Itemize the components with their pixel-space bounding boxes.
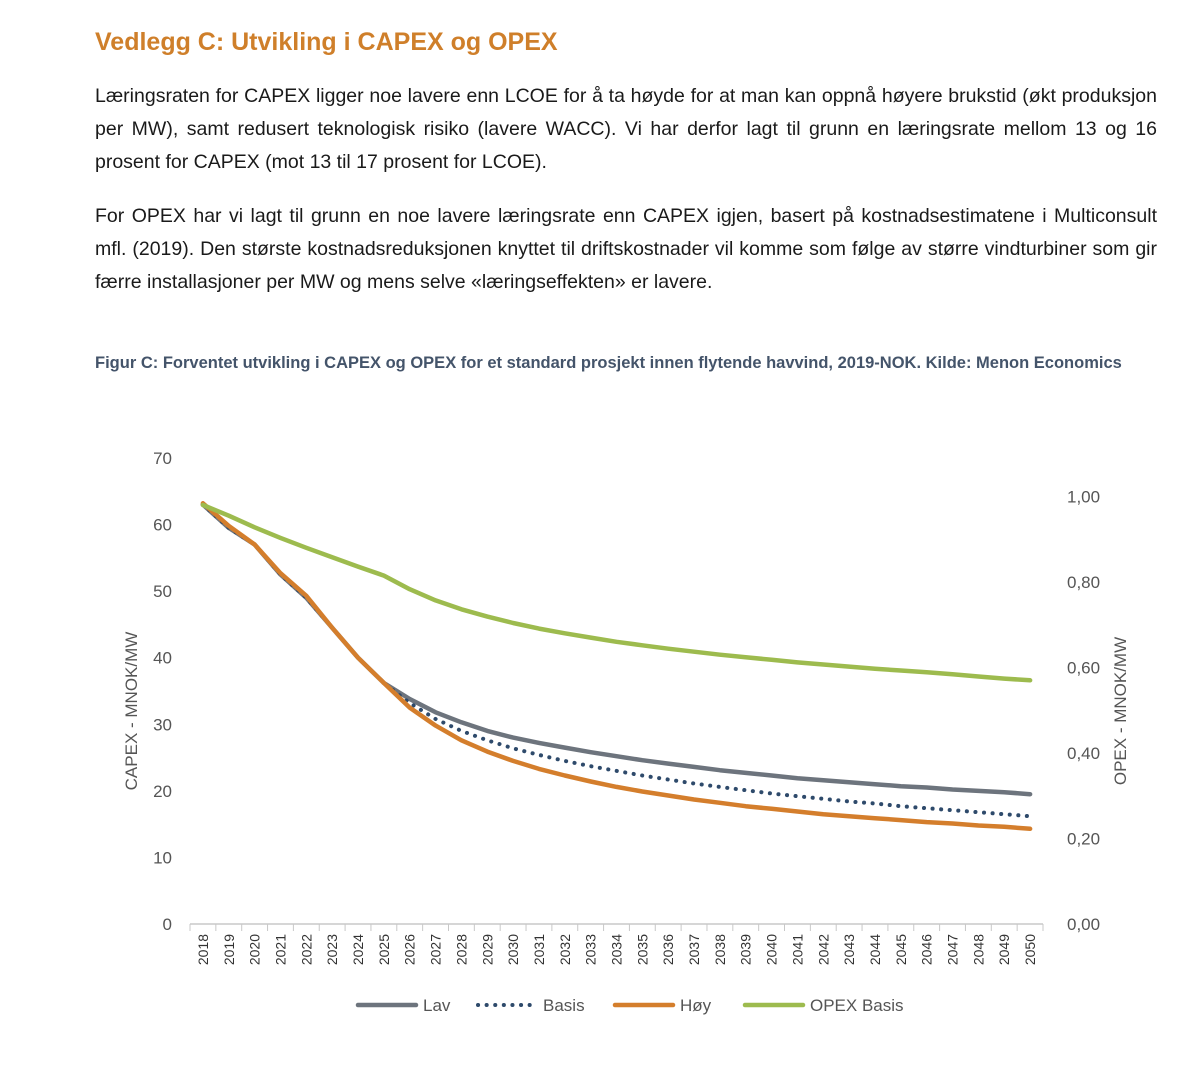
x-tick-label: 2050: [1022, 934, 1038, 965]
x-tick-label: 2027: [428, 934, 444, 965]
x-tick-label: 2020: [247, 934, 263, 965]
y-left-tick-label: 50: [153, 582, 172, 601]
chart-labels: 2018 2019 2020 2021 2022 2023 2024 2025 2026 2027…: [122, 449, 1130, 965]
x-tick-label: 2044: [867, 934, 883, 965]
y-left-tick-label: 60: [153, 516, 172, 535]
x-tick-label: 2018: [195, 934, 211, 965]
y-left-tick-label: 30: [153, 715, 172, 734]
y-left-tick-label: 0: [163, 915, 172, 934]
x-tick-label: 2021: [272, 934, 288, 965]
y-right-axis-title: OPEX - MNOK/MW: [1111, 637, 1130, 785]
x-tick-label: 2045: [893, 934, 909, 965]
x-tick-label: 2036: [660, 934, 676, 965]
legend-label: OPEX Basis: [810, 996, 904, 1015]
x-tick-label: 2043: [841, 934, 857, 965]
x-tick-label: 2026: [402, 934, 418, 965]
y-right-tick-label: 1,00: [1067, 487, 1100, 506]
x-tick-label: 2025: [376, 934, 392, 965]
x-tick-label: 2049: [996, 934, 1012, 965]
x-tick-label: 2039: [738, 934, 754, 965]
chart-legend: Lav Basis Høy OPEX Basis: [355, 996, 904, 1015]
y-right-tick-label: 0,00: [1067, 915, 1100, 934]
x-tick-label: 2024: [350, 934, 366, 965]
x-tick-label: 2032: [557, 934, 573, 965]
series-line-opex-basis: [200, 502, 1033, 683]
x-tick-label: 2047: [945, 934, 961, 965]
y-right-tick-label: 0,40: [1067, 744, 1100, 763]
y-left-tick-label: 40: [153, 649, 172, 668]
paragraph-capex: Læringsraten for CAPEX ligger noe lavere…: [95, 85, 1157, 173]
x-tick-label: 2035: [634, 934, 650, 965]
x-tick-label: 2048: [970, 934, 986, 965]
x-tick-label: 2029: [479, 934, 495, 965]
figure-caption: Figur C: Forventet utvikling i CAPEX og …: [95, 354, 1122, 372]
y-left-tick-label: 10: [153, 848, 172, 867]
x-tick-label: 2037: [686, 934, 702, 965]
x-tick-label: 2034: [609, 934, 625, 965]
x-tick-label: 2028: [453, 934, 469, 965]
chart-series-lines: [200, 501, 1033, 832]
y-right-tick-label: 0,20: [1067, 829, 1100, 848]
y-left-tick-label: 20: [153, 782, 172, 801]
x-tick-label: 2023: [324, 934, 340, 965]
x-tick-label: 2031: [531, 934, 547, 965]
paragraph-opex: For OPEX har vi lagt til grunn en noe la…: [95, 205, 1157, 293]
x-tick-label: 2030: [505, 934, 521, 965]
section-heading: Vedlegg C: Utvikling i CAPEX og OPEX: [95, 28, 558, 56]
series-line-høy: [200, 501, 1033, 832]
x-tick-label: 2022: [298, 934, 314, 965]
x-tick-label: 2040: [764, 934, 780, 965]
chart-axes: [189, 923, 1044, 931]
y-right-tick-label: 0,60: [1067, 658, 1100, 677]
legend-label: Basis: [543, 996, 585, 1015]
series-line-lav: [200, 502, 1033, 797]
x-tick-label: 2042: [815, 934, 831, 965]
series-line-basis: [200, 502, 1033, 819]
y-right-tick-label: 0,80: [1067, 573, 1100, 592]
legend-label: Høy: [680, 996, 712, 1015]
x-tick-label: 2041: [789, 934, 805, 965]
y-left-axis-title: CAPEX - MNOK/MW: [122, 632, 141, 791]
x-tick-label: 2038: [712, 934, 728, 965]
x-tick-label: 2019: [221, 934, 237, 965]
x-tick-label: 2033: [583, 934, 599, 965]
y-left-tick-label: 70: [153, 449, 172, 468]
x-tick-label: 2046: [919, 934, 935, 965]
legend-label: Lav: [423, 996, 451, 1015]
capex-opex-line-chart: 2018 2019 2020 2021 2022 2023 2024 2025 2026 2027…: [122, 449, 1130, 1015]
